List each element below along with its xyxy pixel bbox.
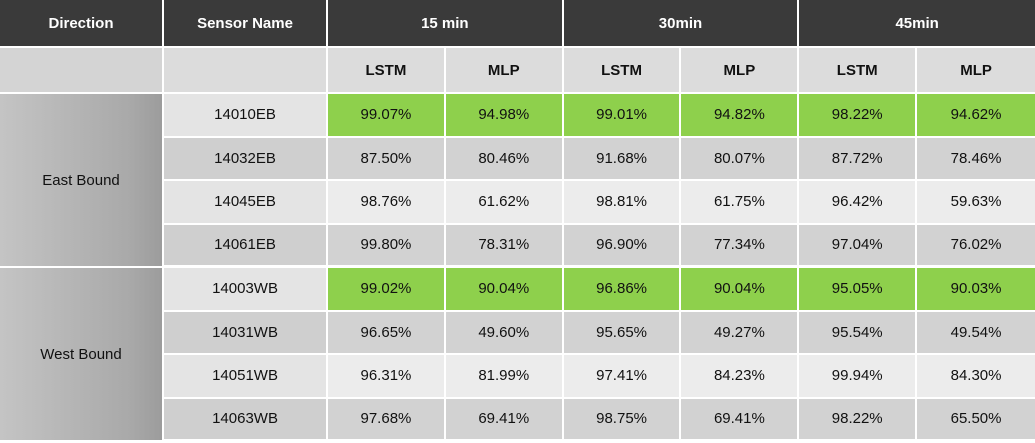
sensor-name-cell: 14063WB — [164, 398, 329, 442]
accuracy-cell: 98.81% — [563, 181, 682, 225]
accuracy-cell: 61.62% — [445, 181, 564, 225]
table-row: East Bound 14010EB 99.07% 94.98% 99.01% 94.82… — [0, 94, 1035, 268]
header-row: Direction Sensor Name 15 min 30min 45min — [0, 0, 1035, 48]
table-row: 14031WB 96.65% 49.60% 95.65% 49.27% 95.54% 49.… — [0, 311, 1035, 355]
model-header-row: LSTM MLP LSTM MLP LSTM MLP — [0, 48, 1035, 94]
accuracy-cell: 49.60% — [445, 311, 564, 355]
accuracy-cell: 49.54% — [917, 311, 1035, 355]
accuracy-cell: 94.62% — [917, 94, 1035, 138]
accuracy-cell: 76.02% — [917, 224, 1035, 268]
accuracy-cell: 99.02% — [328, 268, 446, 312]
accuracy-cell: 96.31% — [328, 355, 446, 399]
accuracy-cell: 99.07% — [328, 94, 446, 138]
accuracy-cell: 69.41% — [681, 398, 800, 442]
accuracy-cell: 95.54% — [799, 311, 918, 355]
accuracy-cell: 59.63% — [917, 181, 1035, 225]
accuracy-cell: 98.22% — [799, 398, 918, 442]
accuracy-cell: 90.04% — [681, 268, 800, 312]
model-header-mlp: MLP — [445, 48, 564, 94]
table-row: 14051WB 96.31% 81.99% 97.41% 84.23% 99.94% 84.… — [0, 355, 1035, 399]
sensor-name-cell: 14003WB — [164, 268, 329, 312]
accuracy-cell: 98.22% — [799, 94, 918, 138]
accuracy-cell: 96.86% — [563, 268, 682, 312]
sensor-name-cell: 14045EB — [164, 181, 329, 225]
direction-cell: East Bound — [0, 94, 165, 268]
accuracy-cell: 96.42% — [799, 181, 918, 225]
horizon-header-45: 45min — [799, 0, 1035, 48]
accuracy-cell: 78.46% — [917, 137, 1035, 181]
accuracy-cell: 65.50% — [917, 398, 1035, 442]
sensor-name-cell: 14061EB — [164, 224, 329, 268]
table-row: West Bound 14003WB 99.02% 90.04% 96.86% 90.04… — [0, 268, 1035, 442]
accuracy-cell: 99.94% — [799, 355, 918, 399]
accuracy-cell: 98.76% — [328, 181, 446, 225]
accuracy-cell: 61.75% — [681, 181, 800, 225]
model-header-mlp: MLP — [917, 48, 1035, 94]
model-header-mlp: MLP — [681, 48, 800, 94]
table-row: 14063WB 97.68% 69.41% 98.75% 69.41% 98.22% 65.… — [0, 398, 1035, 442]
accuracy-cell: 84.23% — [681, 355, 800, 399]
sensor-header: Sensor Name — [164, 0, 329, 48]
table-row: 14045EB 98.76% 61.62% 98.81% 61.75% 96.42% 59.… — [0, 181, 1035, 225]
accuracy-cell: 94.98% — [445, 94, 564, 138]
accuracy-cell: 84.30% — [917, 355, 1035, 399]
blank-sensor-header-cell — [164, 48, 329, 94]
sensor-name-cell: 14051WB — [164, 355, 329, 399]
accuracy-cell: 90.04% — [445, 268, 564, 312]
accuracy-cell: 94.82% — [681, 94, 800, 138]
table-row: 14032EB 87.50% 80.46% 91.68% 80.07% 87.72% 78.… — [0, 137, 1035, 181]
accuracy-cell: 99.01% — [563, 94, 682, 138]
accuracy-cell: 97.04% — [799, 224, 918, 268]
accuracy-cell: 97.68% — [328, 398, 446, 442]
table-body: East Bound 14010EB 99.07% 94.98% 99.01% 94.82… — [0, 94, 1035, 442]
accuracy-cell: 91.68% — [563, 137, 682, 181]
accuracy-cell: 77.34% — [681, 224, 800, 268]
accuracy-cell: 80.46% — [445, 137, 564, 181]
accuracy-cell: 80.07% — [681, 137, 800, 181]
accuracy-cell: 99.80% — [328, 224, 446, 268]
accuracy-cell: 87.72% — [799, 137, 918, 181]
horizon-header-15: 15 min — [328, 0, 564, 48]
table-row: 14061EB 99.80% 78.31% 96.90% 77.34% 97.04% 76.… — [0, 224, 1035, 268]
accuracy-cell: 97.41% — [563, 355, 682, 399]
accuracy-cell: 98.75% — [563, 398, 682, 442]
sensor-name-cell: 14010EB — [164, 94, 329, 138]
accuracy-cell: 87.50% — [328, 137, 446, 181]
accuracy-cell: 95.65% — [563, 311, 682, 355]
direction-cell: West Bound — [0, 268, 165, 442]
model-header-lstm: LSTM — [328, 48, 446, 94]
accuracy-cell: 81.99% — [445, 355, 564, 399]
accuracy-cell: 96.90% — [563, 224, 682, 268]
accuracy-cell: 69.41% — [445, 398, 564, 442]
sensor-name-cell: 14032EB — [164, 137, 329, 181]
accuracy-cell: 78.31% — [445, 224, 564, 268]
accuracy-cell: 96.65% — [328, 311, 446, 355]
model-header-lstm: LSTM — [563, 48, 682, 94]
horizon-header-30: 30min — [563, 0, 800, 48]
sensor-name-cell: 14031WB — [164, 311, 329, 355]
model-header-lstm: LSTM — [799, 48, 918, 94]
blank-header-cell — [0, 48, 165, 94]
accuracy-cell: 95.05% — [799, 268, 918, 312]
accuracy-cell: 90.03% — [917, 268, 1035, 312]
accuracy-cell: 49.27% — [681, 311, 800, 355]
direction-header: Direction — [0, 0, 165, 48]
